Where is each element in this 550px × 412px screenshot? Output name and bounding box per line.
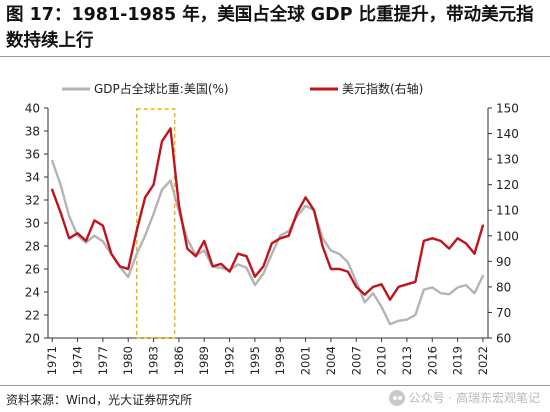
plot-frame bbox=[47, 108, 489, 339]
y-tick-label: 26 bbox=[25, 263, 40, 277]
x-tick-label: 1995 bbox=[248, 346, 262, 375]
x-tick-label: 1992 bbox=[223, 346, 237, 375]
legend: GDP占全球比重:美国(%) 美元指数(右轴) bbox=[62, 81, 423, 96]
y2-tick-label: 140 bbox=[496, 127, 519, 141]
y2-tick-label: 60 bbox=[496, 332, 511, 346]
highlight-region bbox=[135, 108, 176, 339]
y-tick-label: 30 bbox=[25, 217, 40, 231]
x-tick-label: 2001 bbox=[299, 346, 313, 375]
x-tick-label: 1986 bbox=[172, 346, 186, 375]
y2-tick-label: 150 bbox=[496, 102, 519, 116]
x-tick-label: 2007 bbox=[349, 346, 363, 375]
x-tick-label: 2013 bbox=[400, 346, 414, 375]
chart-title: 图 17：1981-1985 年，美国占全球 GDP 比重提升，带动美元指数持续… bbox=[6, 5, 534, 51]
y2-tick-label: 80 bbox=[496, 280, 511, 294]
x-tick-label: 1974 bbox=[71, 346, 85, 375]
legend-label-usd-index: 美元指数(右轴) bbox=[342, 81, 423, 96]
y-tick-label: 38 bbox=[25, 125, 40, 139]
x-tick-label: 1980 bbox=[121, 346, 135, 375]
y2-tick-label: 110 bbox=[496, 204, 519, 218]
y2-tick-label: 130 bbox=[496, 153, 519, 167]
series-line-usd-index bbox=[51, 127, 485, 301]
footer-divider bbox=[0, 385, 550, 386]
x-tick-label: 2004 bbox=[324, 346, 338, 375]
watermark-text: 公众号 · 高瑞东宏观笔记 bbox=[408, 391, 540, 405]
series-line-gdp-share bbox=[51, 159, 485, 326]
axes: 2022242628303234363840607080901001101201… bbox=[25, 102, 519, 376]
x-tick-label: 2010 bbox=[375, 346, 389, 375]
title-divider bbox=[0, 56, 550, 57]
x-tick-label: 2016 bbox=[425, 346, 439, 375]
x-tick-label: 1977 bbox=[96, 346, 110, 375]
y-tick-label: 20 bbox=[25, 332, 40, 346]
series-lines bbox=[51, 127, 485, 326]
x-tick-label: 1998 bbox=[273, 346, 287, 375]
highlight-box bbox=[135, 108, 176, 339]
wechat-icon bbox=[388, 389, 405, 406]
y2-tick-label: 90 bbox=[496, 255, 511, 269]
x-tick-label: 1983 bbox=[147, 346, 161, 375]
y2-tick-label: 100 bbox=[496, 229, 519, 243]
y2-tick-label: 120 bbox=[496, 178, 519, 192]
legend-label-gdp-share: GDP占全球比重:美国(%) bbox=[94, 81, 229, 96]
watermark: 公众号 · 高瑞东宏观笔记 bbox=[388, 389, 540, 406]
y-tick-label: 40 bbox=[25, 102, 40, 116]
y-tick-label: 36 bbox=[25, 148, 40, 162]
x-tick-label: 1971 bbox=[45, 346, 59, 375]
y2-tick-label: 70 bbox=[496, 306, 511, 320]
y-tick-label: 22 bbox=[25, 309, 40, 323]
x-tick-label: 2022 bbox=[476, 346, 490, 375]
y-tick-label: 34 bbox=[25, 171, 40, 185]
x-tick-label: 1989 bbox=[197, 346, 211, 375]
x-tick-label: 2019 bbox=[451, 346, 465, 375]
line-chart: 2022242628303234363840607080901001101201… bbox=[25, 81, 519, 376]
y-tick-label: 32 bbox=[25, 194, 40, 208]
y-tick-label: 24 bbox=[25, 286, 40, 300]
source-note: 资料来源：Wind，光大证券研究所 bbox=[6, 393, 193, 407]
y-tick-label: 28 bbox=[25, 240, 40, 254]
